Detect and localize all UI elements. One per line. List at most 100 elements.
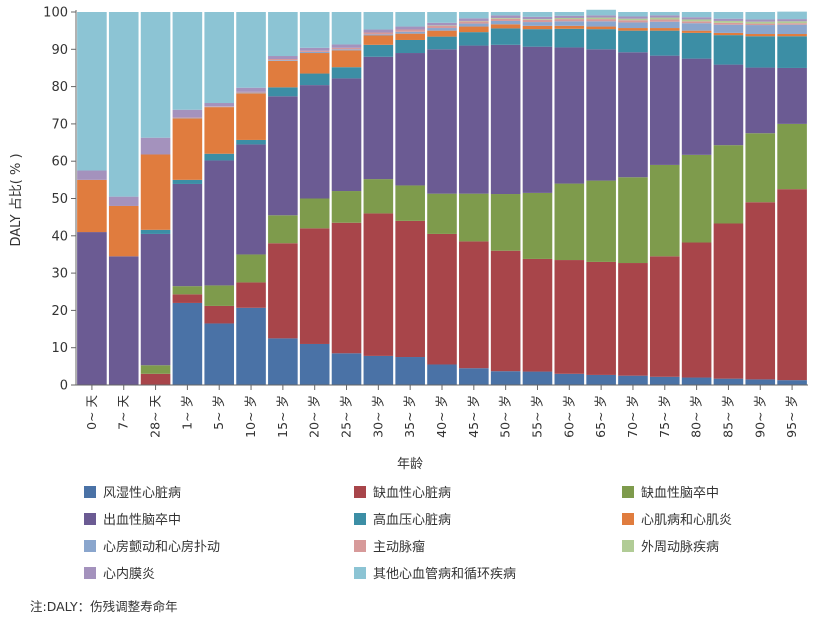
bar-segment: [459, 32, 489, 46]
bar-segment: [586, 49, 616, 181]
bar-segment: [649, 28, 680, 31]
x-tick-label: 20~ 岁: [307, 395, 322, 438]
bar-segment: [108, 256, 139, 385]
x-tick-label: 50~ 岁: [498, 395, 513, 438]
y-tick-label: 20: [51, 304, 68, 319]
bar-segment: [777, 67, 807, 124]
bar-segment: [618, 18, 648, 21]
bar-segment: [140, 229, 171, 234]
x-tick-label: 25~ 岁: [339, 395, 354, 438]
bar-segment: [777, 23, 807, 25]
x-tick-label: 5~ 岁: [211, 395, 226, 430]
bar-segment: [236, 87, 266, 92]
bar-segment: [363, 355, 394, 385]
bar-segment: [681, 21, 712, 24]
legend-swatch: [354, 539, 366, 552]
legend-label: 心内膜炎: [103, 567, 156, 582]
bar-segment: [681, 19, 712, 22]
bar-segment: [363, 56, 394, 180]
x-tick-label: 0~ 天: [84, 395, 99, 430]
bar-segment: [108, 12, 139, 197]
bar-segment: [459, 18, 489, 21]
bar-segment: [331, 49, 362, 51]
bar-segment: [268, 58, 298, 61]
bar-segment: [618, 16, 648, 19]
bar-segment: [172, 179, 203, 184]
bar-segment: [490, 17, 521, 19]
bar-segment: [268, 243, 298, 339]
bar-segment: [681, 377, 712, 385]
bar-segment: [554, 19, 585, 22]
bar-segment: [363, 34, 394, 36]
bar-segment: [459, 26, 489, 33]
bar-segment: [490, 18, 521, 21]
bar-segment: [713, 32, 744, 36]
bar-segment: [172, 286, 203, 295]
bar-segment: [331, 353, 362, 385]
x-tick-label: 10~ 岁: [243, 395, 258, 438]
bar-segment: [649, 17, 680, 20]
bar-segment: [299, 85, 330, 199]
x-tick-label: 40~ 岁: [434, 395, 449, 438]
bar-segment: [268, 87, 298, 97]
bar-segment: [299, 12, 330, 48]
bar-segment: [586, 29, 616, 50]
bar-segment: [236, 91, 266, 93]
legend-swatch: [354, 512, 366, 525]
bar-segment: [268, 60, 298, 61]
bar-segment: [681, 30, 712, 33]
bar-segment: [649, 256, 680, 377]
bar-segment: [586, 21, 616, 27]
bar-segment: [363, 213, 394, 356]
legend-swatch: [354, 485, 366, 498]
bar-segment: [522, 22, 553, 26]
bar-segment: [363, 29, 394, 33]
bar-segment: [681, 58, 712, 155]
bar-segment: [363, 44, 394, 57]
bar-segment: [618, 22, 648, 29]
x-tick-label: 45~ 岁: [466, 395, 481, 438]
bar-segment: [713, 223, 744, 379]
bar-segment: [140, 233, 171, 366]
bar-segment: [395, 31, 425, 34]
bar-segment: [777, 123, 807, 190]
bar-segment: [649, 21, 680, 29]
bar-segment: [331, 67, 362, 79]
bar-segment: [745, 19, 776, 22]
bar-segment: [745, 202, 776, 380]
bar-segment: [745, 36, 776, 68]
bar-segment: [427, 30, 457, 37]
bar-segment: [490, 44, 521, 195]
bar-segment: [299, 53, 330, 74]
y-tick-label: 60: [51, 155, 68, 170]
bar-segment: [427, 22, 457, 26]
bar-segment: [522, 25, 553, 30]
bar-segment: [618, 12, 648, 17]
x-tick-label: 15~ 岁: [275, 395, 290, 438]
bar-segment: [554, 183, 585, 261]
bar-segment: [172, 12, 203, 110]
bar-segment: [427, 36, 457, 50]
bar-segment: [554, 15, 585, 18]
bar-segment: [204, 103, 235, 107]
bar-segment: [745, 379, 776, 385]
bar-segment: [268, 60, 298, 88]
bar-segment: [713, 18, 744, 21]
bar-segment: [395, 29, 425, 32]
bar-segment: [331, 12, 362, 45]
legend-label: 其他心血管病和循环疾病: [373, 567, 517, 582]
bar-segment: [649, 164, 680, 257]
bar-segment: [586, 180, 616, 262]
legend-swatch: [84, 539, 96, 552]
bar-segment: [713, 145, 744, 224]
bar-segment: [299, 50, 330, 52]
bar-segment: [649, 19, 680, 22]
legend-label: 高血压心脏病: [373, 513, 452, 528]
bar-segment: [395, 220, 425, 358]
bar-segment: [459, 45, 489, 194]
bar-segment: [331, 44, 362, 48]
bar-segment: [618, 177, 648, 264]
bar-segment: [140, 137, 171, 155]
bar-segment: [681, 17, 712, 20]
legend-label: 缺血性心脏病: [373, 486, 452, 501]
